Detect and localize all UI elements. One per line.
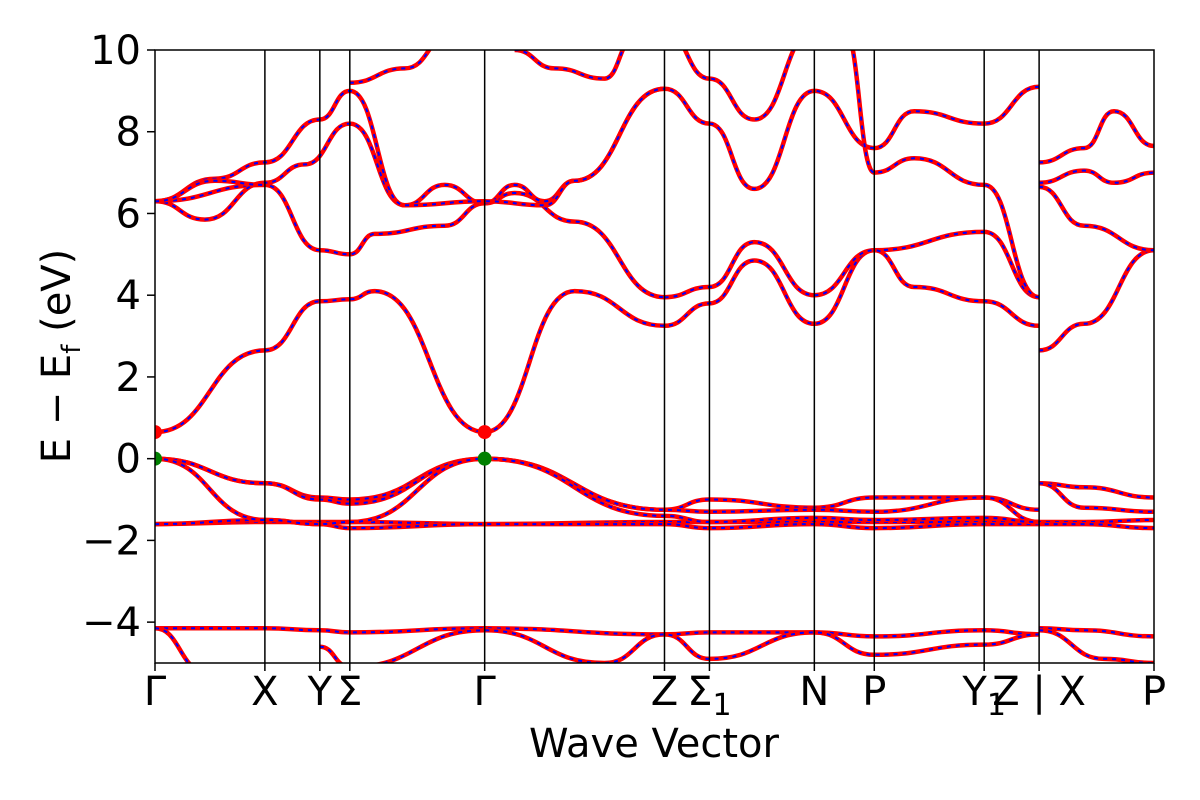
band-line-8 — [664, 239, 1040, 329]
x-tick-label-4: Γ — [474, 669, 497, 715]
band-line-19 — [349, 50, 432, 85]
x-axis-label: Wave Vector — [529, 721, 780, 767]
cbm-marker-0 — [155, 425, 162, 440]
y-tick-label-4: 4 — [116, 273, 141, 319]
x-tick-label-7: N — [799, 669, 829, 715]
y-tick-label-6: 8 — [116, 110, 141, 156]
band-dash-9 — [1039, 249, 1154, 352]
band-dash-21 — [155, 627, 1040, 638]
x-tick-label-9: Y1 — [961, 669, 1006, 723]
band-line-18 — [1039, 168, 1154, 186]
x-tick-label-0: Γ — [144, 669, 167, 715]
band-line-4 — [155, 456, 1040, 527]
band-dash-15 — [683, 50, 795, 121]
y-tick-label-5: 6 — [116, 191, 141, 237]
y-axis-label-unit: (eV) — [34, 249, 80, 345]
band-dash-13 — [155, 87, 665, 207]
kpoint-lines — [264, 50, 1040, 663]
y-tick-label-1: −2 — [82, 518, 141, 564]
vbm-marker-1 — [155, 451, 162, 466]
band-dash-22 — [155, 627, 191, 663]
band-dash-10 — [1038, 185, 1154, 252]
band-dash-8 — [664, 241, 1040, 327]
x-tick-label-6: Σ1 — [687, 669, 731, 723]
y-axis-label-sub: f — [57, 344, 87, 354]
y-tick-label-2: 0 — [116, 437, 141, 483]
y-tick-label-7: 10 — [90, 28, 141, 74]
band-dash-20 — [514, 50, 624, 80]
y-axis-label: E − Ef (eV) — [34, 249, 87, 464]
band-dash-18 — [1039, 169, 1154, 184]
band-dash-14 — [155, 179, 265, 203]
x-tick-label-8: P — [862, 669, 886, 715]
band-dash-7 — [155, 230, 1040, 434]
band-line-23 — [319, 628, 1040, 663]
band-dash-3 — [155, 457, 1040, 523]
x-tick-label-5: Z — [651, 669, 678, 715]
band-line-11 — [155, 182, 665, 300]
x-tick-label-1: X — [251, 669, 278, 715]
extrema-markers — [155, 425, 492, 466]
band-dash-24 — [1039, 627, 1154, 638]
band-dash-12 — [155, 85, 1040, 221]
x-tick-label-3: Σ — [337, 669, 362, 715]
cbm-marker-2 — [477, 425, 492, 440]
band-dash-5 — [1039, 482, 1154, 499]
y-tick-label-0: −4 — [82, 600, 141, 646]
band-dash-19 — [349, 50, 431, 84]
plot-frame — [154, 49, 1155, 664]
band-dash-4 — [155, 457, 1040, 526]
band-line-9 — [1038, 247, 1154, 353]
band-dash-16 — [851, 50, 1040, 299]
y-axis-label-main: E − E — [34, 354, 80, 464]
band-line-12 — [155, 84, 1040, 222]
y-axis-ticks: −4 −2 0 2 4 6 8 10 — [82, 28, 155, 646]
band-line-7 — [155, 229, 1040, 435]
bands-layer — [155, 50, 1154, 663]
x-tick-label-2: Y — [307, 669, 333, 715]
x-tick-label-10: Z | X — [992, 669, 1086, 715]
band-line-3 — [155, 456, 1040, 525]
x-tick-label-11: P — [1142, 669, 1166, 715]
band-dash-25 — [1039, 629, 1154, 663]
band-dash-17 — [1039, 110, 1154, 164]
y-tick-label-3: 2 — [116, 355, 141, 401]
band-dash-6 — [1039, 482, 1154, 513]
band-dash-11 — [155, 183, 665, 299]
vbm-marker-3 — [477, 451, 492, 466]
